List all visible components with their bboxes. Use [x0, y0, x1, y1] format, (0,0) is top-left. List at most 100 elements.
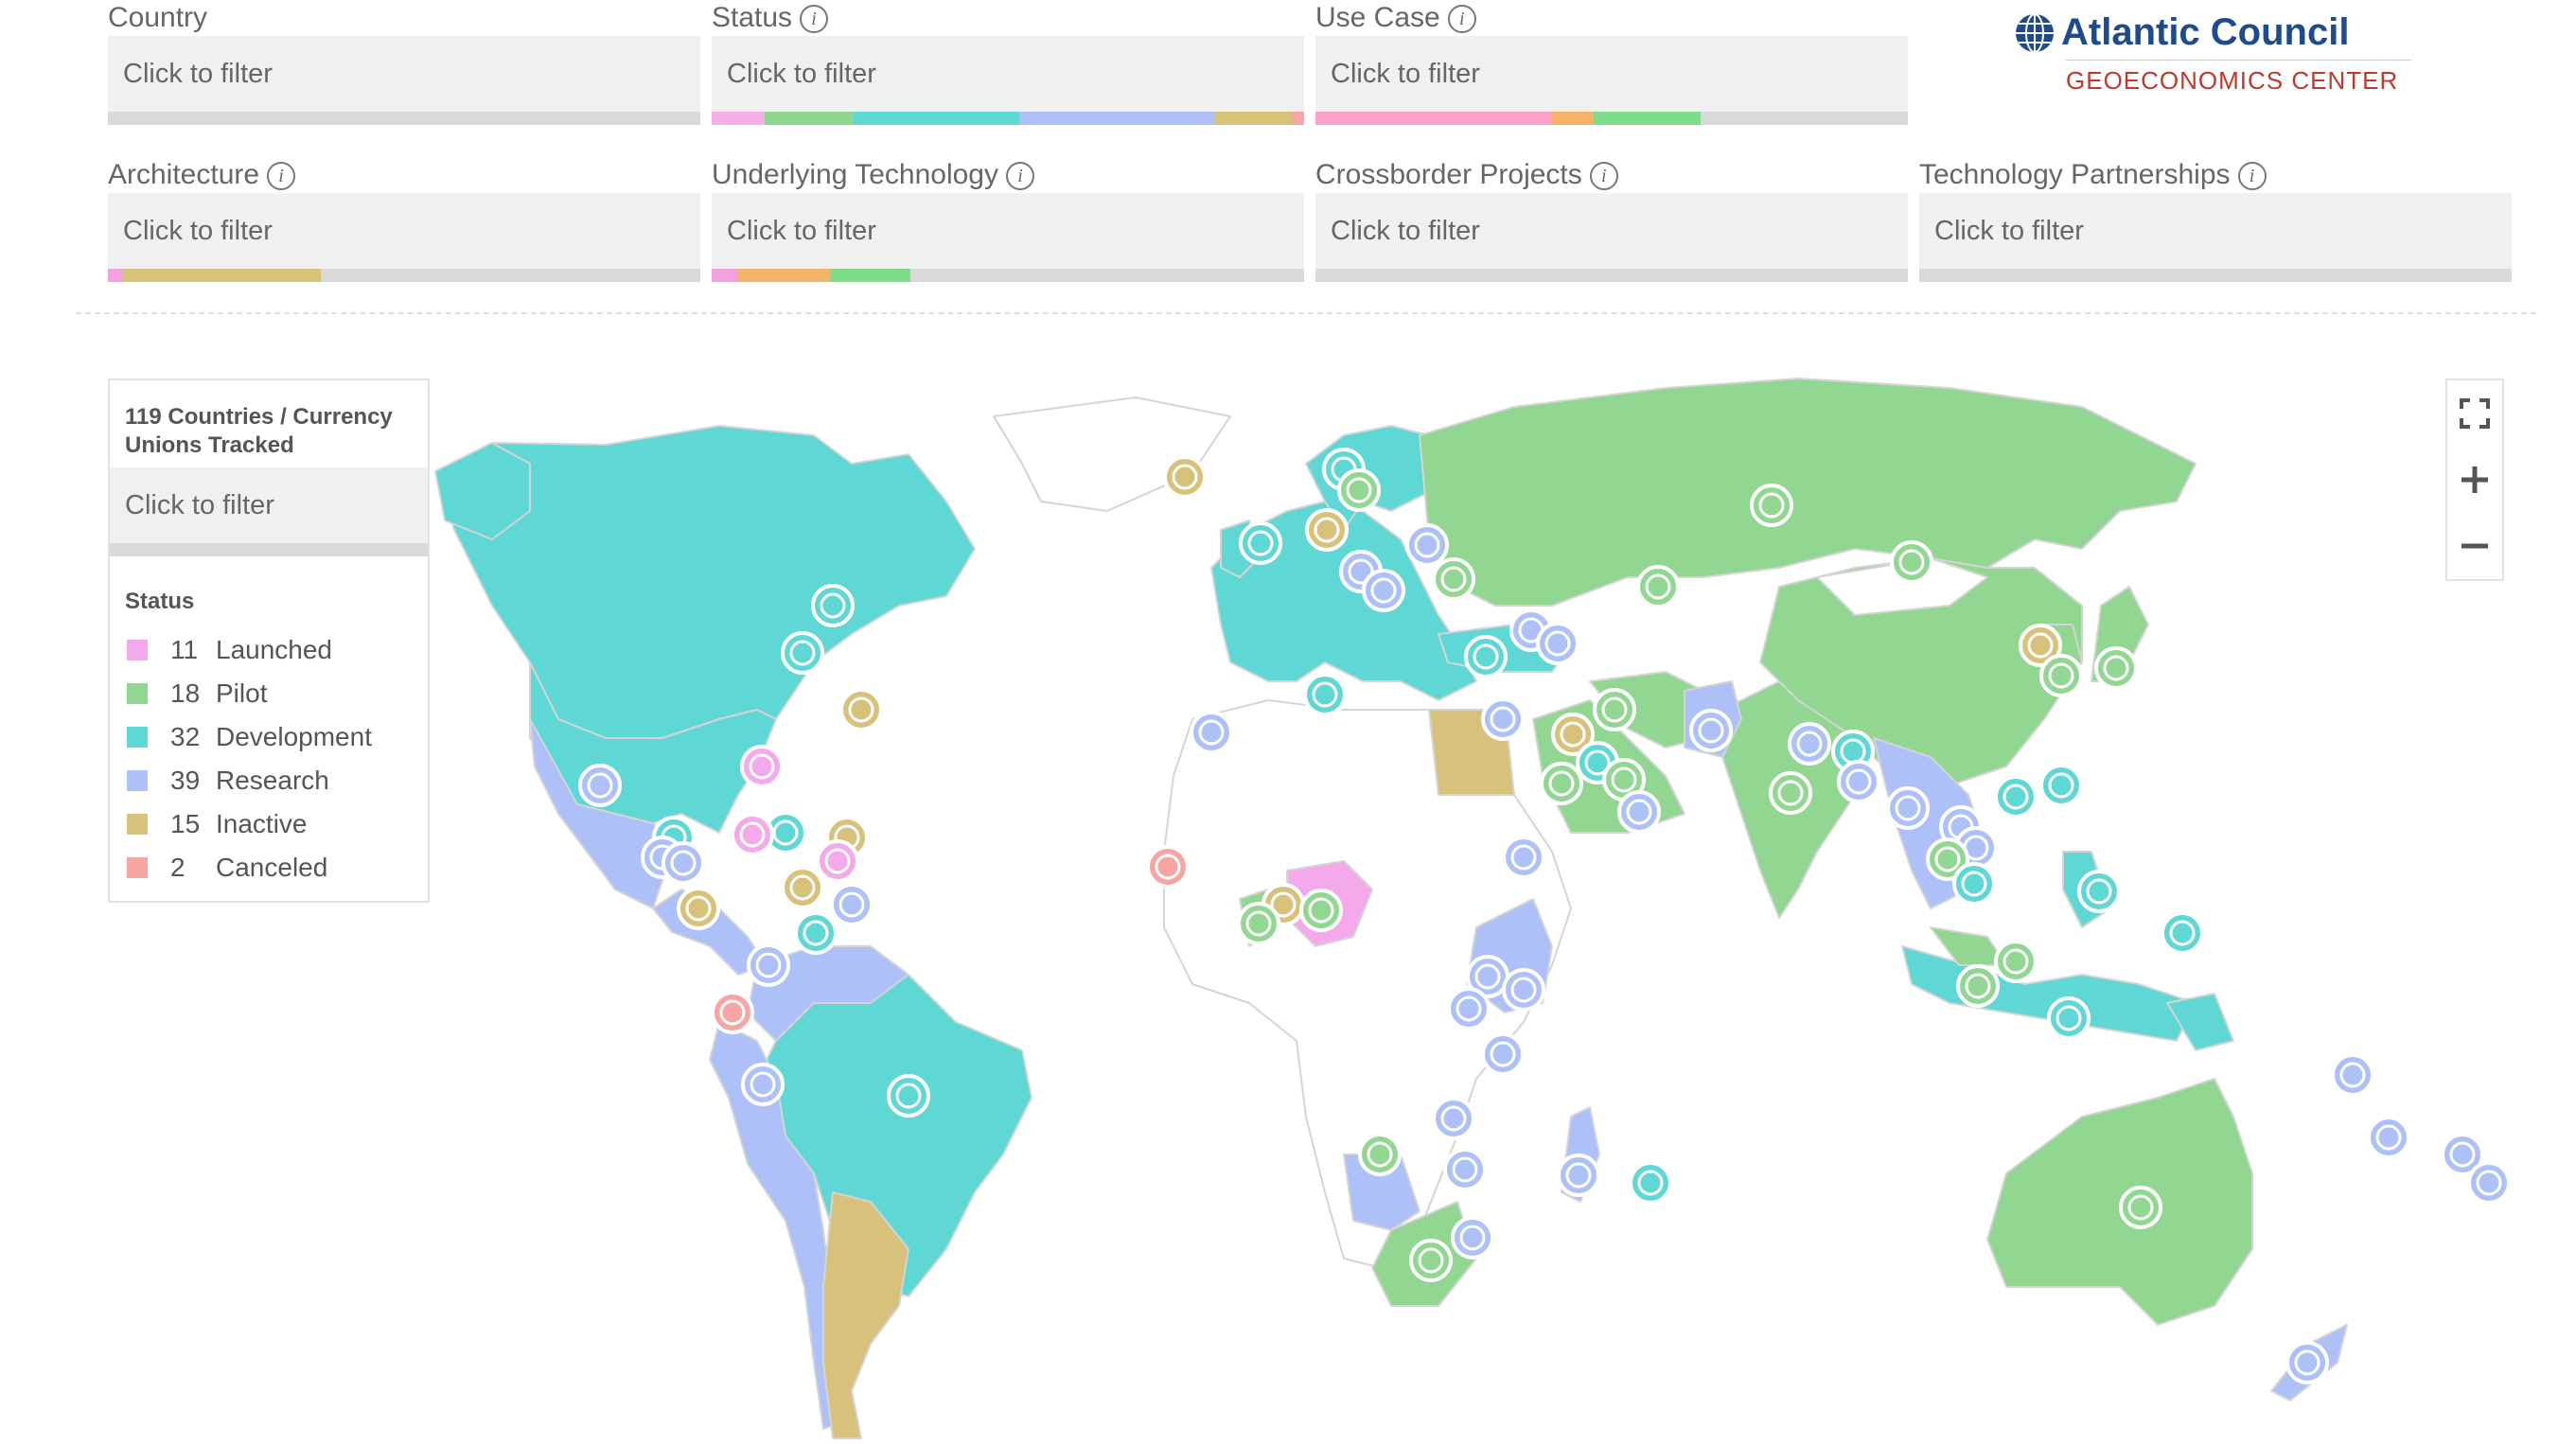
map-marker[interactable]	[2094, 646, 2138, 690]
info-icon[interactable]: i	[800, 5, 829, 33]
map-marker[interactable]	[1443, 1148, 1487, 1191]
legend-swatch	[127, 640, 148, 660]
map-marker[interactable]	[1502, 968, 1545, 1012]
legend-item[interactable]: 2 Canceled	[110, 846, 428, 889]
country-count-filter-input[interactable]: Click to filter	[110, 467, 428, 543]
info-icon[interactable]: i	[2237, 162, 2267, 190]
map-marker[interactable]	[2039, 764, 2083, 807]
map-marker[interactable]	[1750, 484, 1793, 527]
map-marker[interactable]	[578, 764, 622, 807]
map-marker[interactable]	[2441, 1133, 2484, 1176]
map-marker[interactable]	[1481, 697, 1525, 741]
map-marker[interactable]	[747, 943, 790, 987]
map-marker[interactable]	[781, 631, 824, 675]
map-marker[interactable]	[677, 887, 720, 930]
map-marker[interactable]	[1837, 760, 1880, 803]
info-icon[interactable]: i	[1447, 5, 1476, 33]
map-marker[interactable]	[1769, 771, 1812, 815]
map-marker[interactable]	[1788, 722, 1831, 766]
map-marker[interactable]	[2367, 1116, 2410, 1159]
map-marker[interactable]	[1447, 987, 1491, 1030]
legend-item[interactable]: 18 Pilot	[110, 672, 428, 715]
legend-item[interactable]: 11 Launched	[110, 628, 428, 672]
legend-item[interactable]: 15 Inactive	[110, 802, 428, 846]
map-marker[interactable]	[1146, 845, 1190, 889]
map-marker[interactable]	[1689, 709, 1733, 752]
info-icon[interactable]: i	[267, 162, 296, 190]
map-marker[interactable]	[1337, 468, 1381, 512]
map-marker[interactable]	[1409, 1239, 1453, 1282]
map-marker[interactable]	[1886, 786, 1930, 830]
map-marker[interactable]	[2161, 911, 2204, 955]
map-marker[interactable]	[1362, 569, 1405, 612]
fullscreen-button[interactable]	[2447, 380, 2502, 447]
map-marker[interactable]	[811, 584, 855, 627]
map-marker[interactable]	[1557, 1153, 1600, 1197]
underlying-technology-filter-input[interactable]: Click to filter	[712, 193, 1304, 269]
map-marker[interactable]	[1239, 521, 1282, 565]
legend-item[interactable]: 39 Research	[110, 759, 428, 802]
use-case-filter-input[interactable]: Click to filter	[1315, 36, 1908, 112]
map-marker[interactable]	[1163, 455, 1207, 499]
map-marker[interactable]	[1926, 837, 1969, 881]
map-marker[interactable]	[1540, 762, 1583, 805]
map-marker[interactable]	[2119, 1186, 2162, 1229]
bar-segment	[738, 269, 831, 282]
zoom-in-button[interactable]	[2447, 447, 2502, 513]
map-marker[interactable]	[2285, 1341, 2329, 1384]
map-marker[interactable]	[1502, 836, 1545, 879]
map-marker[interactable]	[1432, 557, 1475, 601]
map-marker[interactable]	[1617, 790, 1661, 834]
status-filter-input[interactable]: Click to filter	[712, 36, 1304, 112]
map-marker[interactable]	[662, 841, 705, 885]
map-marker[interactable]	[1464, 635, 1508, 678]
map-marker[interactable]	[1432, 1097, 1475, 1140]
map-marker[interactable]	[830, 883, 873, 926]
map-marker[interactable]	[794, 911, 838, 955]
technology-partnerships-filter-input[interactable]: Click to filter	[1919, 193, 2512, 269]
map-marker[interactable]	[2039, 654, 2083, 697]
map-marker[interactable]	[731, 813, 774, 856]
map-marker[interactable]	[816, 839, 859, 883]
map-marker[interactable]	[1405, 523, 1449, 567]
map-marker[interactable]	[1536, 622, 1579, 665]
map-marker[interactable]	[1299, 889, 1343, 932]
map-marker[interactable]	[1481, 1032, 1525, 1076]
info-icon[interactable]: i	[1005, 162, 1034, 190]
world-map[interactable]	[0, 322, 2576, 1444]
map-marker[interactable]	[1358, 1133, 1402, 1176]
map-marker[interactable]	[781, 866, 824, 909]
map-marker[interactable]	[1237, 902, 1280, 945]
map-marker[interactable]	[2019, 624, 2062, 667]
map-marker[interactable]	[711, 991, 754, 1034]
map-marker[interactable]	[1551, 713, 1595, 756]
legend-item[interactable]: 32 Development	[110, 715, 428, 759]
country-filter-input[interactable]: Click to filter	[108, 36, 700, 112]
map-marker[interactable]	[2331, 1053, 2374, 1097]
map-marker[interactable]	[1451, 1216, 1494, 1259]
map-marker[interactable]	[887, 1074, 930, 1118]
map-marker[interactable]	[741, 1063, 785, 1106]
map-marker[interactable]	[1190, 711, 1233, 754]
atlantic-council-logo[interactable]: Atlantic Council GEOECONOMICS CENTER	[2014, 11, 2411, 96]
map-marker[interactable]	[1994, 775, 2038, 819]
map-marker[interactable]	[1629, 1161, 1672, 1205]
map-marker[interactable]	[740, 745, 784, 788]
zoom-out-button[interactable]	[2447, 513, 2502, 579]
map-marker[interactable]	[1956, 964, 2000, 1008]
map-marker[interactable]	[1890, 540, 1933, 584]
map-marker[interactable]	[1636, 565, 1680, 608]
map-marker[interactable]	[839, 688, 883, 731]
crossborder-projects-filter-input[interactable]: Click to filter	[1315, 193, 1908, 269]
map-marker[interactable]	[2047, 996, 2091, 1040]
map-marker[interactable]	[1994, 940, 2038, 983]
logo-subtitle: GEOECONOMICS CENTER	[2066, 60, 2411, 96]
architecture-filter-input[interactable]: Click to filter	[108, 193, 700, 269]
map-marker[interactable]	[1952, 862, 1996, 906]
map-marker[interactable]	[2077, 870, 2121, 913]
map-marker[interactable]	[1305, 508, 1349, 552]
map-marker[interactable]	[1303, 673, 1347, 716]
map-marker[interactable]	[1593, 688, 1636, 731]
info-icon[interactable]: i	[1589, 162, 1618, 190]
map-marker[interactable]	[2467, 1161, 2511, 1205]
